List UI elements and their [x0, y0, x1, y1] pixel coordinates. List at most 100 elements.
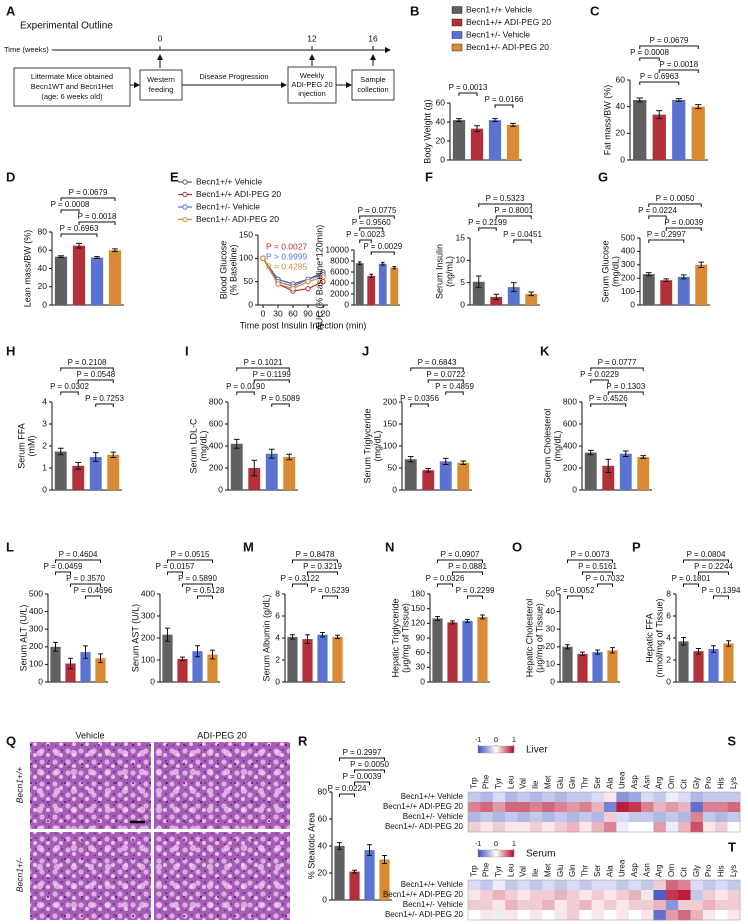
heatmap-cell [616, 812, 630, 823]
p-value: P = 0.4604 [59, 550, 98, 559]
y-tick-label: 1 [42, 462, 47, 472]
heatmap-cell [468, 822, 481, 833]
colorbar [477, 849, 515, 858]
column-label: Lys [729, 865, 738, 877]
p-value: P = 0.0229 [580, 370, 619, 379]
column-label: Asp [630, 775, 639, 789]
heatmap-cell [591, 890, 605, 901]
significance-bracket [597, 583, 613, 587]
heatmap-cell [715, 802, 728, 813]
heatmap-cell [480, 910, 494, 921]
y-tick-label: 400 [621, 246, 635, 256]
p-value: P = 0.1199 [253, 370, 292, 379]
y-axis-label: Hepatic Triglyceride [390, 598, 400, 677]
significance-bracket [370, 251, 395, 255]
y-tick-label: 180 [411, 588, 425, 598]
significance-bracket [85, 595, 101, 599]
histology-texture [30, 832, 151, 920]
box-text: injection [298, 89, 326, 98]
y-tick-label: 0 [572, 484, 577, 494]
error-bar [268, 448, 275, 459]
p-value: P = 0.2244 [694, 562, 733, 571]
heatmap-cell [727, 910, 741, 921]
y-axis-label: (mM) [26, 436, 36, 457]
y-tick-label: 300 [29, 623, 43, 633]
row-label: Becn1+/- ADI-PEG 20 [385, 910, 464, 919]
significance-bracket [698, 571, 729, 575]
heatmap-cell [628, 792, 642, 803]
p-value: P = 0.0073 [571, 550, 610, 559]
bar [367, 275, 376, 305]
heatmap-cell [517, 890, 531, 901]
bar [265, 453, 278, 490]
significance-bracket [648, 239, 685, 243]
row-label: Becn1+/+ [14, 767, 24, 803]
column-label: Trp [469, 865, 478, 877]
bar [72, 465, 85, 490]
p-value: P = 0.0018 [659, 60, 698, 69]
significance-bracket [607, 391, 644, 395]
column-label: Phe [482, 862, 491, 877]
heatmap-cell [665, 792, 679, 803]
error-bar [680, 274, 687, 280]
heatmap-cell [579, 812, 592, 823]
p-value: P = 0.1801 [672, 574, 711, 583]
heatmap-cell [468, 812, 481, 823]
error-bar [493, 293, 500, 301]
y-tick-label: 0 [620, 154, 625, 164]
histology-texture [30, 742, 151, 829]
row-label: Becn1+/+ ADI-PEG 20 [383, 890, 464, 899]
y-tick-label: 4 [275, 632, 280, 642]
p-value: P = 0.0052 [556, 586, 595, 595]
y-tick-label: 0 [630, 299, 635, 309]
y-tick-label: 0 [460, 299, 465, 309]
bar [334, 846, 345, 900]
bar [422, 470, 435, 490]
row-label: Becn1+/- ADI-PEG 20 [385, 822, 464, 831]
heatmap-cell [480, 880, 494, 891]
heatmap-cell [616, 900, 630, 911]
heatmap-cell [604, 910, 617, 921]
y-tick-label: 300 [621, 259, 635, 269]
bar [472, 281, 485, 305]
significance-bracket [590, 379, 609, 383]
column-label: Asn [642, 863, 651, 877]
heatmap-cell [591, 880, 605, 891]
heatmap-cell [529, 900, 543, 911]
significance-bracket [77, 379, 114, 383]
error-bar [94, 256, 100, 259]
heatmap-cell [653, 880, 667, 891]
bar [584, 452, 597, 490]
y-tick-label: 100 [383, 440, 397, 450]
bar [677, 276, 690, 305]
error-bar [305, 634, 310, 644]
heatmap-cell [554, 900, 568, 911]
p-value: P = 0.2997 [343, 748, 382, 757]
y-tick-label: 500 [29, 588, 43, 598]
column-label: Asp [630, 863, 639, 877]
heatmap-cell [715, 910, 728, 921]
error-bar [636, 97, 643, 103]
error-bar [681, 636, 686, 646]
p-value: P = 0.7253 [85, 394, 124, 403]
p-value: P = 0.0018 [78, 212, 117, 221]
significance-bracket [639, 57, 660, 61]
heatmap-cell [480, 802, 494, 813]
column-label: Ser [593, 864, 602, 877]
heatmap-cell [690, 792, 704, 803]
bar [54, 451, 67, 490]
y-tick-label: 20 [38, 281, 48, 291]
error-bar [675, 98, 682, 102]
error-bar [696, 647, 701, 655]
heatmap-cell [542, 812, 555, 823]
p-value: P = 0.3219 [303, 562, 342, 571]
significance-bracket [60, 209, 80, 213]
colorbar-tick-label: 0 [494, 839, 498, 848]
panel-label: J [362, 343, 369, 358]
y-tick-label: 50 [546, 588, 556, 598]
significance-bracket [182, 583, 213, 587]
series-point [320, 274, 326, 280]
error-bar [480, 614, 485, 620]
error-bar [58, 255, 64, 259]
